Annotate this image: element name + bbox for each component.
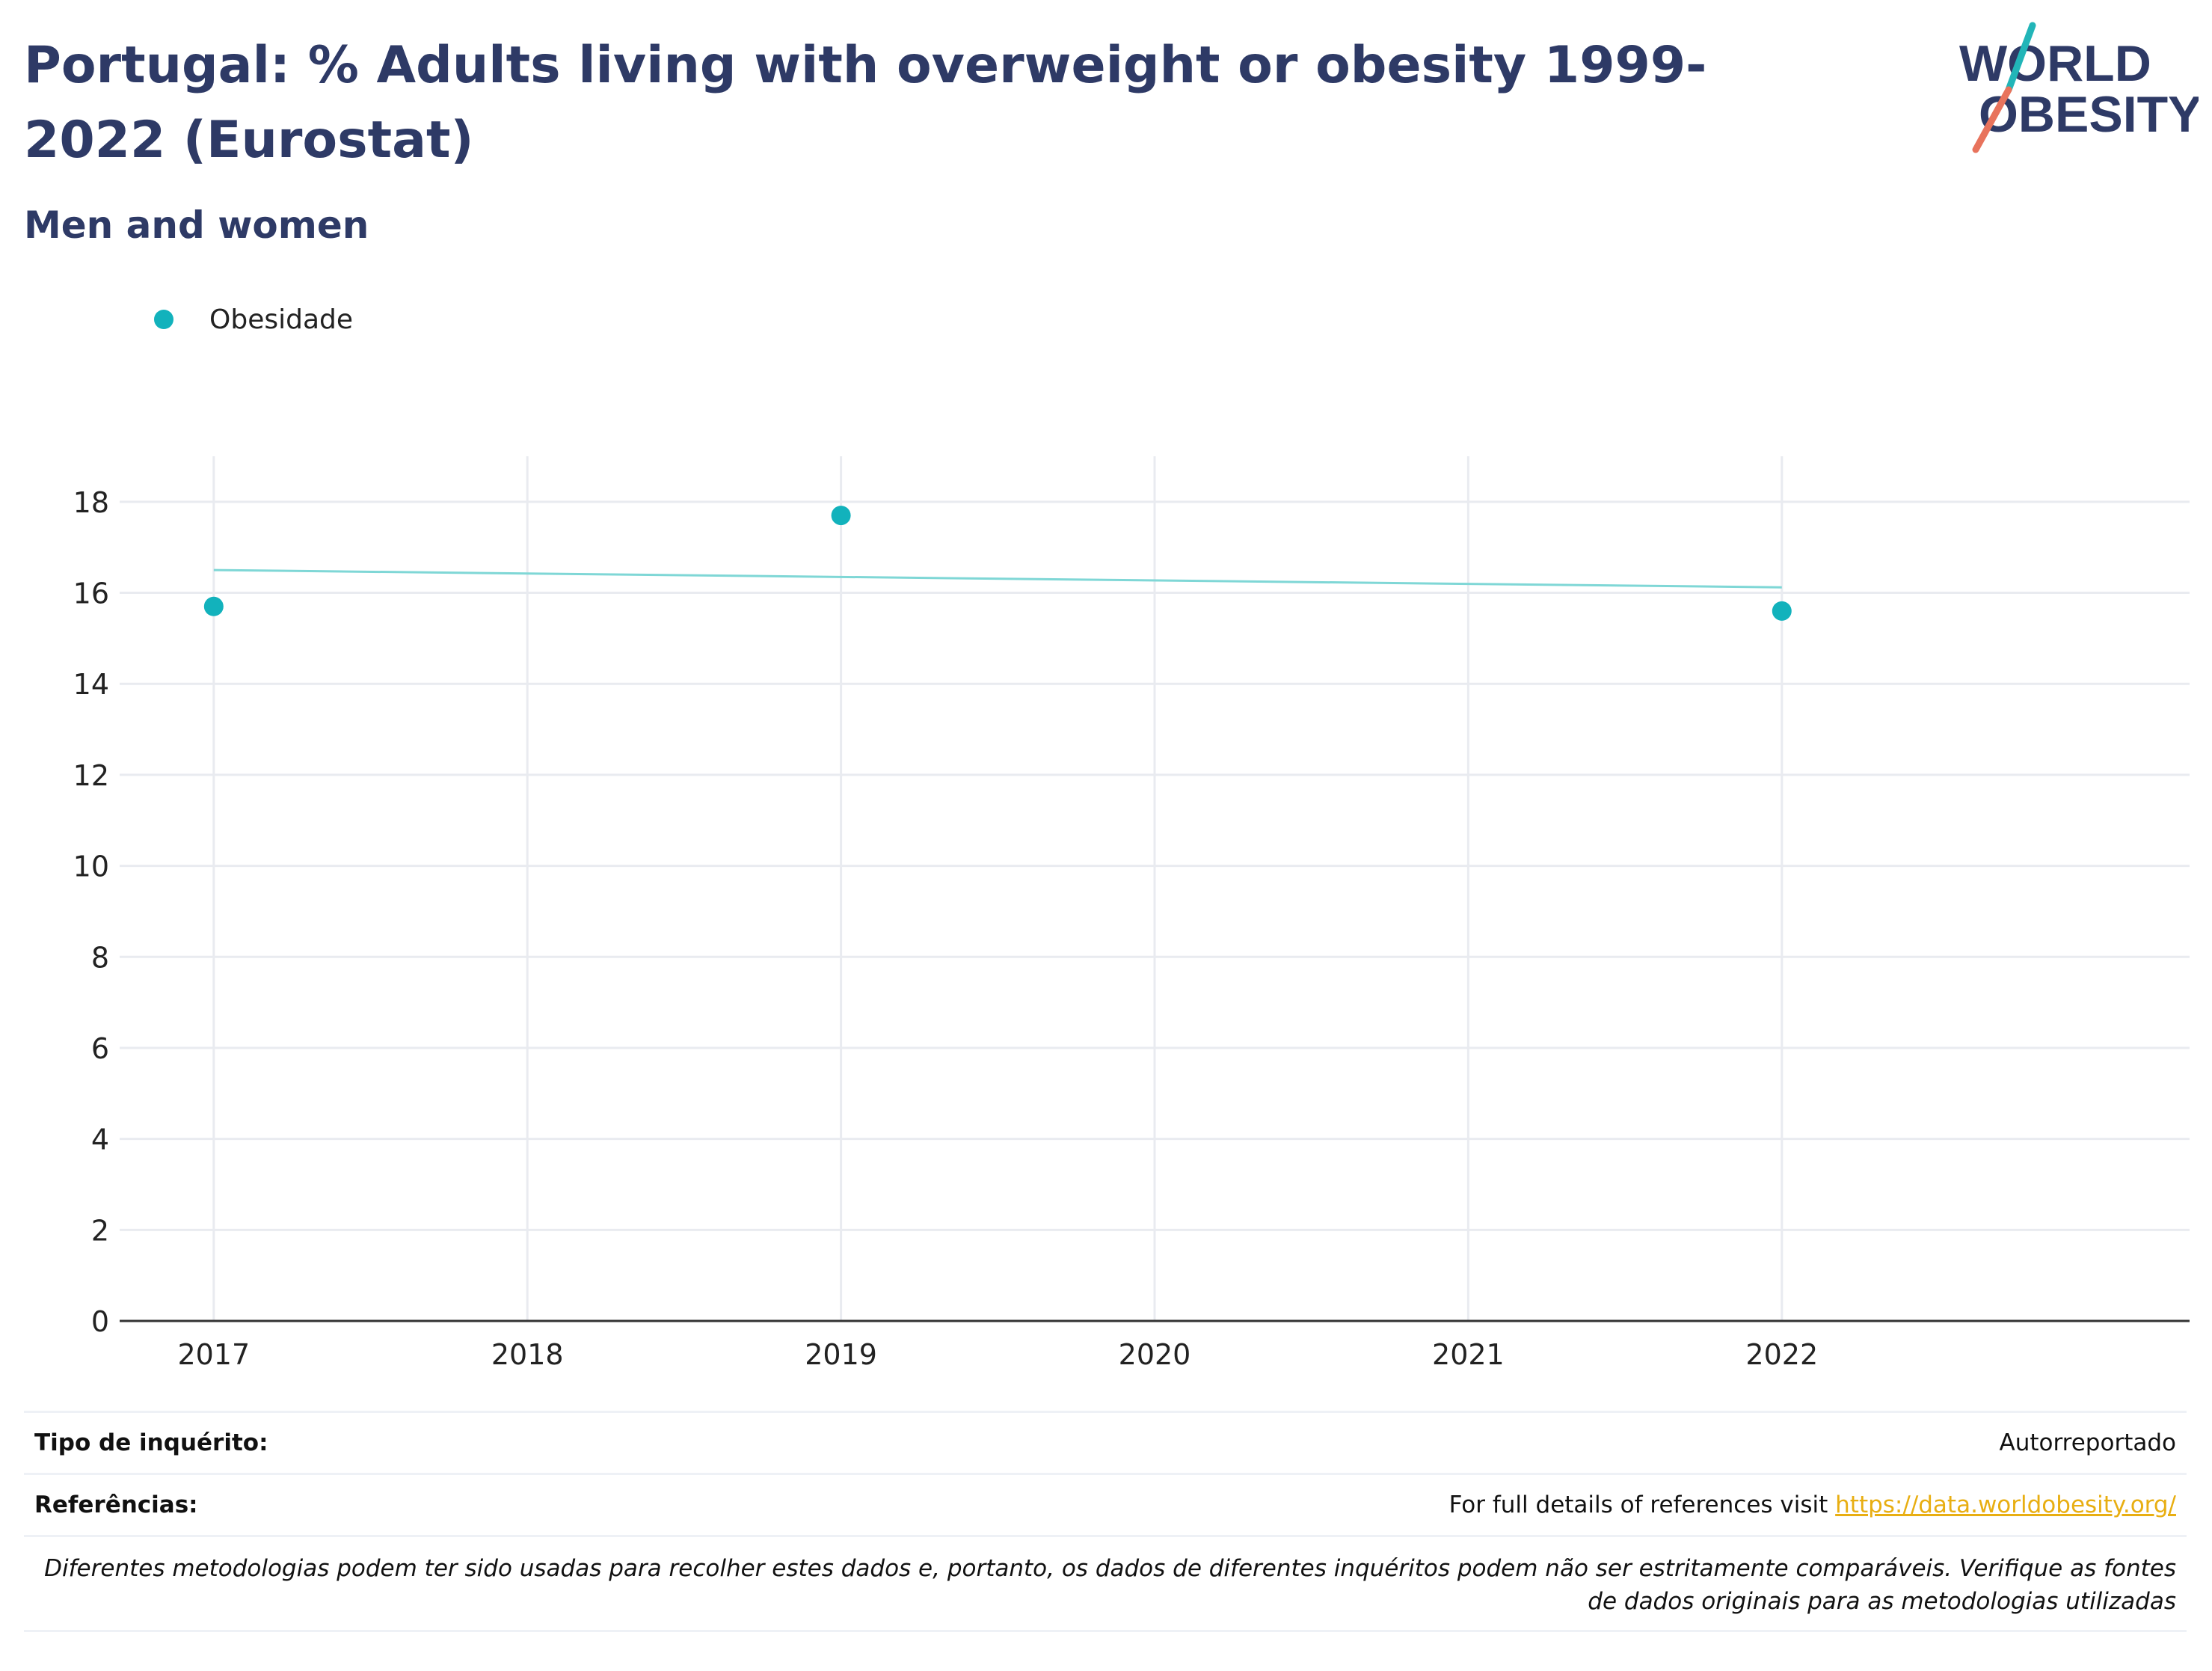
- world-obesity-logo: WORLD OBESITY: [1959, 22, 2199, 153]
- y-tick-label: 6: [91, 1032, 109, 1065]
- y-tick-label: 10: [73, 850, 109, 883]
- x-tick-label: 2018: [491, 1338, 564, 1371]
- x-tick-label: 2021: [1432, 1338, 1505, 1371]
- references-label: Referências:: [34, 1491, 198, 1518]
- data-point: [831, 506, 851, 526]
- x-tick-label: 2019: [805, 1338, 877, 1371]
- chart-legend[interactable]: Obesidade: [154, 301, 353, 338]
- y-tick-label: 4: [91, 1123, 109, 1156]
- trendline: [213, 568, 1782, 589]
- chart-title: Portugal: % Adults living with overweigh…: [24, 36, 1707, 170]
- y-tick-label: 0: [91, 1305, 109, 1338]
- survey-type-label: Tipo de inquérito:: [34, 1429, 268, 1456]
- y-tick-label: 12: [73, 759, 109, 792]
- references-value: For full details of references visit htt…: [1449, 1491, 2176, 1518]
- survey-type-row: Tipo de inquérito: Autorreportado: [24, 1413, 2187, 1475]
- methodology-note: Diferentes metodologias podem ter sido u…: [24, 1537, 2187, 1632]
- y-tick-label: 16: [73, 577, 109, 610]
- y-tick-label: 14: [73, 668, 109, 701]
- references-row: Referências: For full details of referen…: [24, 1475, 2187, 1537]
- references-link[interactable]: https://data.worldobesity.org/: [1835, 1491, 2176, 1518]
- data-point: [203, 596, 224, 616]
- x-tick-label: 2022: [1745, 1338, 1818, 1371]
- y-tick-label: 8: [91, 941, 109, 974]
- logo-word-obesity: OBESITY: [1979, 86, 2199, 143]
- x-tick-label: 2017: [177, 1338, 250, 1371]
- logo-slash-top: [2005, 22, 2036, 93]
- survey-type-value: Autorreportado: [1999, 1429, 2177, 1456]
- legend-marker-obesidade: [154, 310, 173, 329]
- references-text: For full details of references visit: [1448, 1491, 1836, 1518]
- legend-label-obesidade: Obesidade: [209, 304, 354, 335]
- y-tick-label: 18: [73, 486, 109, 519]
- scatter-chart: 0 2 4 6 8 10 12 14 16 18 2017 2018 2019 2020 2021 2022: [73, 456, 2190, 1371]
- x-tick-label: 2020: [1119, 1338, 1191, 1371]
- info-table: Tipo de inquérito: Autorreportado Referê…: [24, 1411, 2187, 1632]
- logo-slash-bottom: [1972, 86, 2012, 153]
- chart-subtitle: Men and women: [24, 203, 369, 247]
- data-point: [1772, 601, 1792, 621]
- y-tick-label: 2: [91, 1214, 109, 1247]
- logo-word-world: WORLD: [1959, 35, 2151, 92]
